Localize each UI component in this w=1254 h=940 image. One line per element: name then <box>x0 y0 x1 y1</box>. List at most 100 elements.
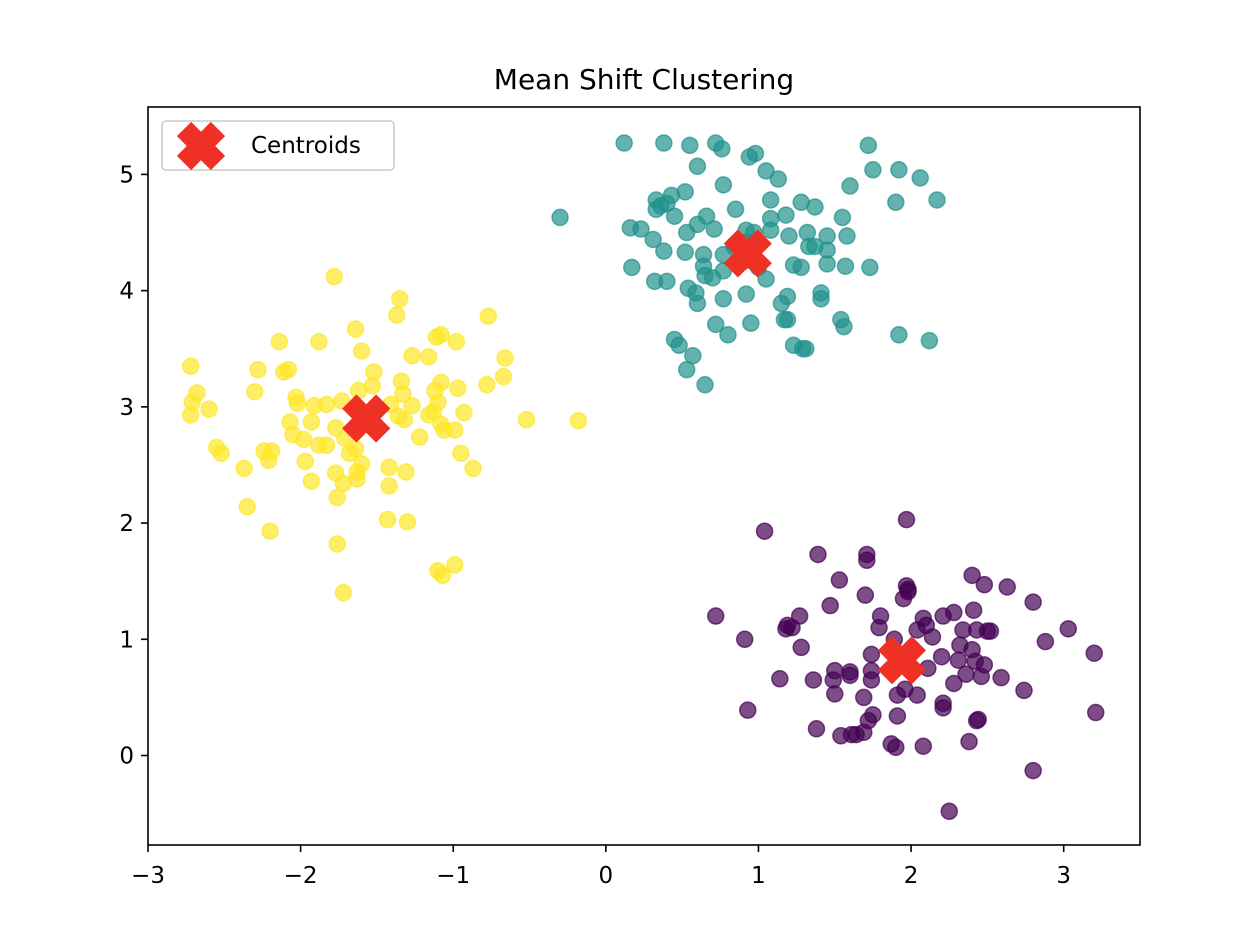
data-point <box>769 170 788 188</box>
data-point <box>964 601 983 619</box>
data-point <box>496 349 514 367</box>
data-point <box>797 339 815 358</box>
data-point <box>911 169 929 187</box>
data-point <box>378 510 397 529</box>
data-point <box>838 227 856 245</box>
data-point <box>449 379 467 398</box>
data-point <box>761 221 780 239</box>
data-point <box>688 294 707 313</box>
data-point <box>363 377 382 395</box>
data-point <box>864 161 882 179</box>
legend-label-centroids: Centroids <box>251 133 361 159</box>
data-point <box>771 670 789 688</box>
data-point <box>652 197 670 215</box>
data-point <box>757 270 775 288</box>
data-point <box>479 307 498 325</box>
data-point <box>249 360 267 379</box>
data-point <box>676 243 694 262</box>
data-point <box>992 668 1010 687</box>
data-point <box>932 647 951 666</box>
data-point <box>288 394 307 413</box>
data-point <box>388 306 406 324</box>
data-point <box>398 513 417 531</box>
data-point <box>967 621 986 639</box>
data-point <box>380 477 398 495</box>
data-point <box>755 522 774 540</box>
data-point <box>835 317 853 336</box>
data-point <box>623 258 641 277</box>
data-point <box>261 522 279 540</box>
data-point <box>397 463 415 481</box>
data-point <box>410 428 429 446</box>
data-point <box>742 314 760 332</box>
data-point <box>706 607 725 625</box>
data-point <box>920 331 939 350</box>
data-point <box>302 472 321 490</box>
data-point <box>807 720 826 738</box>
data-point <box>310 436 328 454</box>
y-tick-label: 4 <box>119 279 134 305</box>
y-tick-label: 5 <box>119 162 134 188</box>
data-point <box>855 723 873 742</box>
data-point <box>688 157 707 176</box>
y-tick-label: 2 <box>119 511 134 537</box>
data-point <box>1024 761 1042 780</box>
data-point <box>705 220 723 238</box>
data-point <box>792 638 810 657</box>
data-point <box>325 267 343 286</box>
data-point <box>1036 632 1055 651</box>
x-tick-label: 1 <box>751 863 766 889</box>
data-point <box>897 510 916 529</box>
data-point <box>632 220 650 238</box>
data-point <box>310 333 328 351</box>
data-point <box>296 452 314 471</box>
data-point <box>761 191 780 209</box>
data-point <box>181 406 200 424</box>
data-point <box>1024 593 1042 611</box>
data-point <box>777 206 795 224</box>
data-point <box>719 326 737 344</box>
data-point <box>328 488 346 507</box>
data-point <box>391 290 409 308</box>
data-point <box>677 360 696 379</box>
data-point <box>949 651 968 669</box>
data-point <box>200 400 218 418</box>
data-point <box>804 671 823 689</box>
data-point <box>792 258 810 277</box>
data-point <box>856 586 875 604</box>
data-point <box>317 395 336 414</box>
data-point <box>427 328 446 346</box>
data-point <box>739 701 757 719</box>
y-tick-label: 0 <box>119 744 134 770</box>
data-point <box>888 707 907 725</box>
data-point <box>826 685 844 703</box>
points-layer <box>181 134 1105 821</box>
data-point <box>551 208 569 227</box>
data-point <box>696 376 714 394</box>
data-point <box>836 257 855 275</box>
data-point <box>655 134 673 152</box>
data-point <box>658 272 676 291</box>
data-point <box>833 208 852 227</box>
data-point <box>1086 703 1105 722</box>
data-point <box>294 430 313 449</box>
data-point <box>615 134 633 152</box>
data-point <box>1085 644 1103 662</box>
data-point <box>395 410 414 429</box>
chart-title: Mean Shift Clustering <box>494 63 794 96</box>
data-point <box>655 242 673 260</box>
data-point <box>861 258 879 277</box>
x-tick-label: −2 <box>284 863 318 889</box>
data-point <box>446 421 464 439</box>
data-point <box>737 285 756 303</box>
plot-area-frame <box>147 106 1141 846</box>
data-point <box>181 357 200 375</box>
data-point <box>340 444 359 463</box>
data-point <box>960 732 978 751</box>
data-point <box>464 459 482 478</box>
data-point <box>998 578 1016 596</box>
data-point <box>246 382 264 401</box>
data-point <box>859 136 878 155</box>
data-point <box>644 230 662 249</box>
data-point <box>1059 620 1078 638</box>
